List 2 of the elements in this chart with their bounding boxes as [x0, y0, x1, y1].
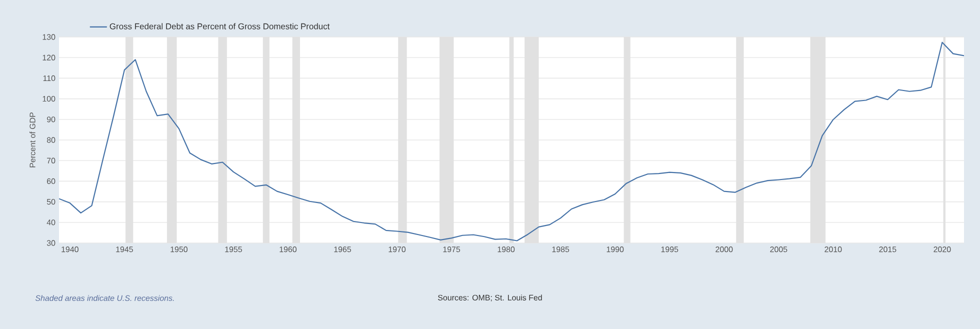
legend-label: Gross Federal Debt as Percent of Gross Domestic Product: [110, 23, 330, 30]
line-series: [59, 42, 964, 242]
